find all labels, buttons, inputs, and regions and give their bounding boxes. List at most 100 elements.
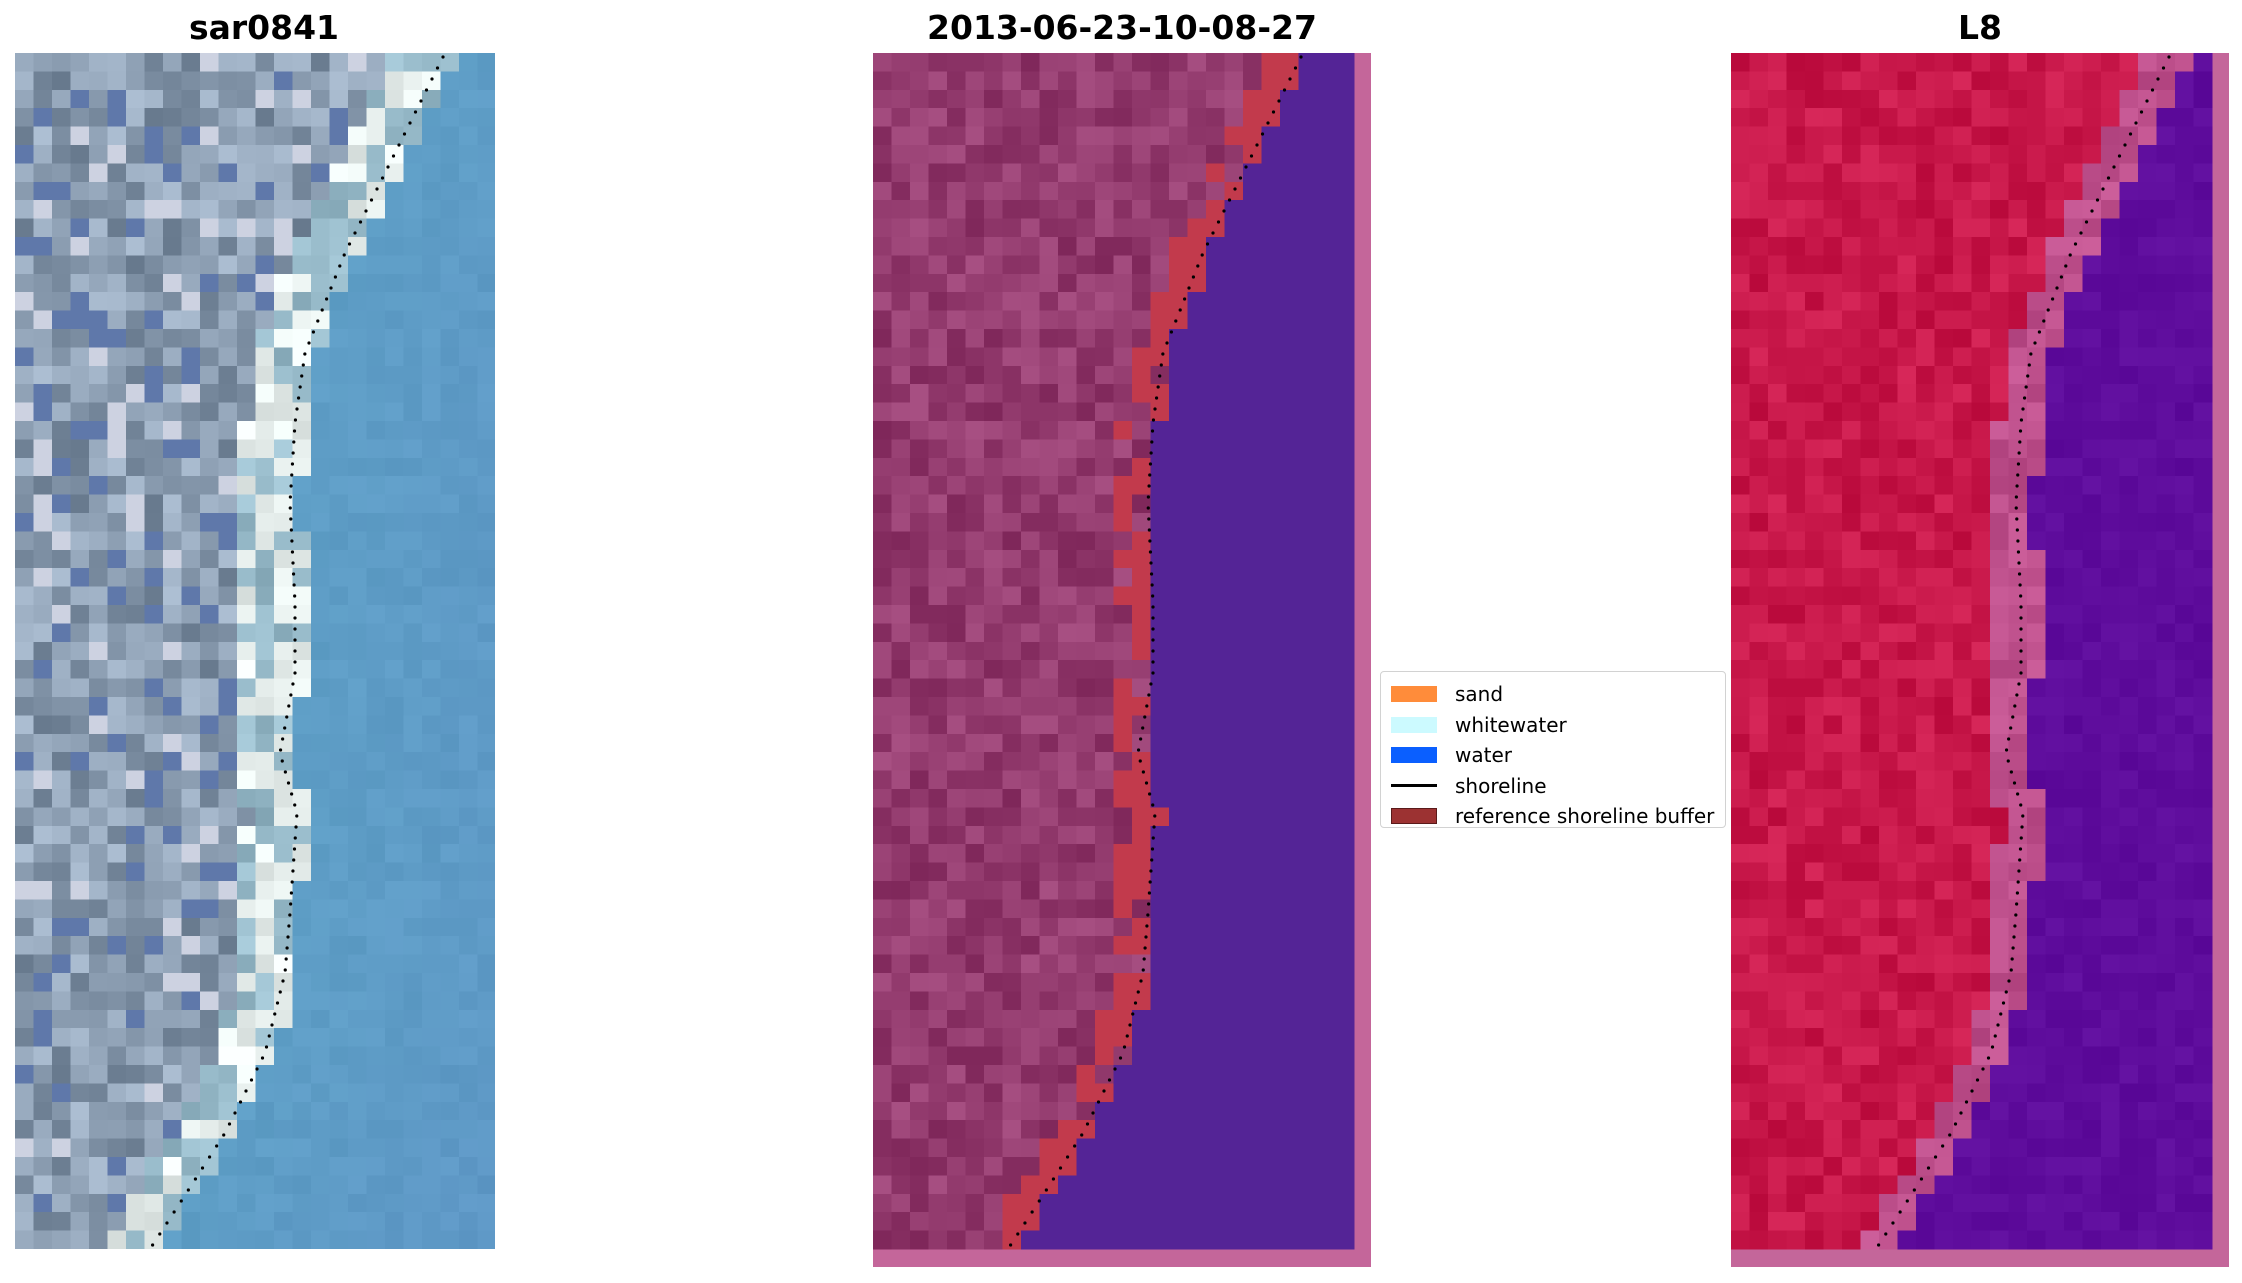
shoreline-point [307,341,311,345]
shoreline-point [1136,748,1141,752]
shoreline-point [1143,946,1147,950]
shoreline-point [333,275,337,279]
shoreline-point [292,858,296,862]
shoreline-point [1102,1089,1106,1093]
shoreline-line-swatch [1391,784,1437,788]
legend-item-buffer: reference shoreline buffer [1391,801,1715,832]
shoreline-point [329,286,333,290]
panel-title-rgb: sar0841 [188,8,340,47]
shoreline-point [296,396,301,400]
shoreline-point [275,1001,280,1005]
shoreline-point [1149,682,1153,686]
shoreline-point [2015,517,2019,521]
shoreline-point [391,154,396,158]
shoreline-point [293,649,297,653]
shoreline-point [1238,176,1243,180]
shoreline-point [1919,1177,1924,1181]
shoreline-point [1125,1034,1129,1038]
shoreline-point [435,66,440,70]
shoreline-point [1016,1232,1020,1236]
shoreline-point [255,1067,259,1071]
shoreline-point [293,594,297,598]
shoreline-point [1174,319,1178,323]
shoreline-point [2029,352,2033,356]
shoreline-point [280,759,284,763]
shoreline-point [267,1034,271,1038]
shoreline-point [300,374,304,378]
shoreline-point [2012,781,2017,785]
shoreline-point [2007,737,2011,741]
buffer-swatch [1391,808,1437,825]
shoreline-point [1131,1012,1135,1016]
shoreline-point [1147,528,1151,532]
shoreline-point [1187,286,1191,290]
shoreline-point [1165,341,1169,345]
shoreline-point [2016,550,2021,554]
shoreline-point [2019,638,2023,642]
shoreline-point [1142,957,1146,961]
shoreline-point [293,605,297,609]
shoreline-point [179,1199,183,1203]
shoreline-point [1981,1067,1985,1071]
shoreline-point [2012,935,2016,939]
shoreline-point [408,121,412,125]
shoreline-point [290,792,294,796]
shoreline-point [287,924,291,928]
shoreline-point [2139,110,2144,114]
shoreline-point [293,671,297,675]
shoreline-point [1993,1034,1997,1038]
shoreline-point [2015,484,2019,488]
shoreline-point [2013,924,2017,928]
shoreline-point [244,1089,248,1093]
shoreline-point [2019,418,2024,422]
shoreline-point [293,660,297,664]
shoreline-point [2055,286,2059,290]
shoreline-point [424,88,429,92]
shoreline-point [151,1243,155,1247]
shoreline-point [2037,330,2041,334]
shoreline-point [288,913,292,917]
shoreline [1009,55,1303,1247]
shoreline-point [291,572,296,576]
shoreline [1877,55,2171,1247]
shoreline-point [1147,484,1151,488]
shoreline-point [249,1078,254,1082]
shoreline-point [419,99,423,103]
shoreline-point [2026,374,2030,378]
shoreline-point [2015,528,2019,532]
shoreline-point [1113,1067,1117,1071]
shoreline-point [292,440,296,444]
shoreline-point [1152,825,1156,829]
shoreline-point [2117,154,2122,158]
shoreline-point [1926,1166,1931,1170]
shoreline-point [1288,77,1292,81]
shoreline-point [1953,1122,1958,1126]
shoreline-point [358,220,363,224]
shoreline-point [301,363,305,367]
panel-title-index: L8 [1958,8,2002,47]
shoreline-point [289,891,293,895]
shoreline-point [2022,396,2027,400]
shoreline-point [1877,1243,1881,1247]
shoreline-point [1151,605,1155,609]
shoreline-point [1148,550,1153,554]
shoreline-point [283,770,287,774]
classified-image-panel [873,53,1371,1267]
shoreline-point [1266,121,1270,125]
shoreline-point [1277,99,1281,103]
shoreline-point [2051,297,2055,301]
shoreline-point [320,308,324,312]
shoreline-point [1146,495,1150,499]
shoreline-point [1143,715,1147,719]
shoreline-point [1161,352,1165,356]
shoreline-point [2095,198,2100,202]
shoreline-point [1233,187,1237,191]
shoreline-point [1151,627,1155,631]
shoreline-point [2145,99,2149,103]
panel-title-classified: 2013-06-23-10-08-27 [927,8,1317,47]
shoreline-point [2019,594,2023,598]
shoreline-point [2123,143,2127,147]
shoreline-point [2019,627,2023,631]
shoreline-point [1149,451,1153,455]
shoreline-point [2059,275,2063,279]
